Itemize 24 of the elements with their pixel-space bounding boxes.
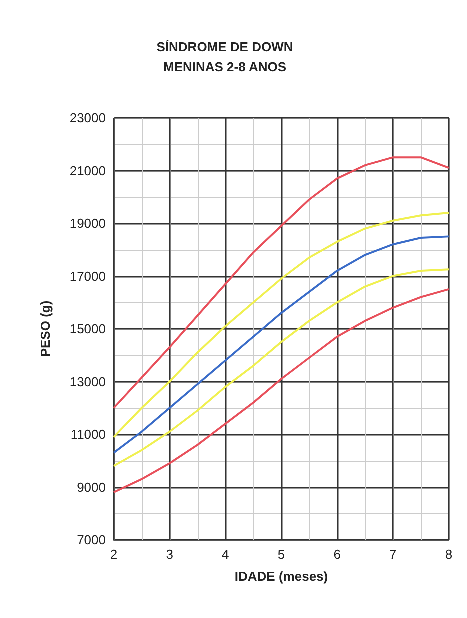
line-series <box>113 156 450 410</box>
y-tick-label: 9000 <box>77 480 106 495</box>
x-tick-label: 6 <box>334 547 341 562</box>
line-series <box>113 288 450 494</box>
y-tick-label: 7000 <box>77 532 106 548</box>
x-tick-label: 3 <box>166 547 174 562</box>
y-tick-label: 21000 <box>70 163 106 178</box>
x-tick-label: 5 <box>278 547 286 562</box>
y-tick-label: 23000 <box>70 110 106 126</box>
x-tick-label: 2 <box>110 547 118 562</box>
line-series <box>113 236 450 454</box>
y-tick-label: 17000 <box>70 268 106 284</box>
y-tick-label: 19000 <box>70 216 106 231</box>
chart-title: SÍNDROME DE DOWN MENINAS 2-8 ANOS <box>156 40 294 74</box>
y-tick-label: 11000 <box>70 427 106 442</box>
line-series <box>113 268 450 468</box>
y-tick-label: 15000 <box>70 322 106 336</box>
x-axis-title: IDADE (meses) <box>234 569 328 584</box>
x-tick-label: 8 <box>445 547 453 562</box>
x-tick-label: 7 <box>390 547 397 562</box>
y-axis-title: PESO (g) <box>38 300 53 358</box>
line-series <box>113 212 450 438</box>
y-tick-label: 13000 <box>70 374 106 390</box>
x-tick-label: 4 <box>222 547 230 562</box>
